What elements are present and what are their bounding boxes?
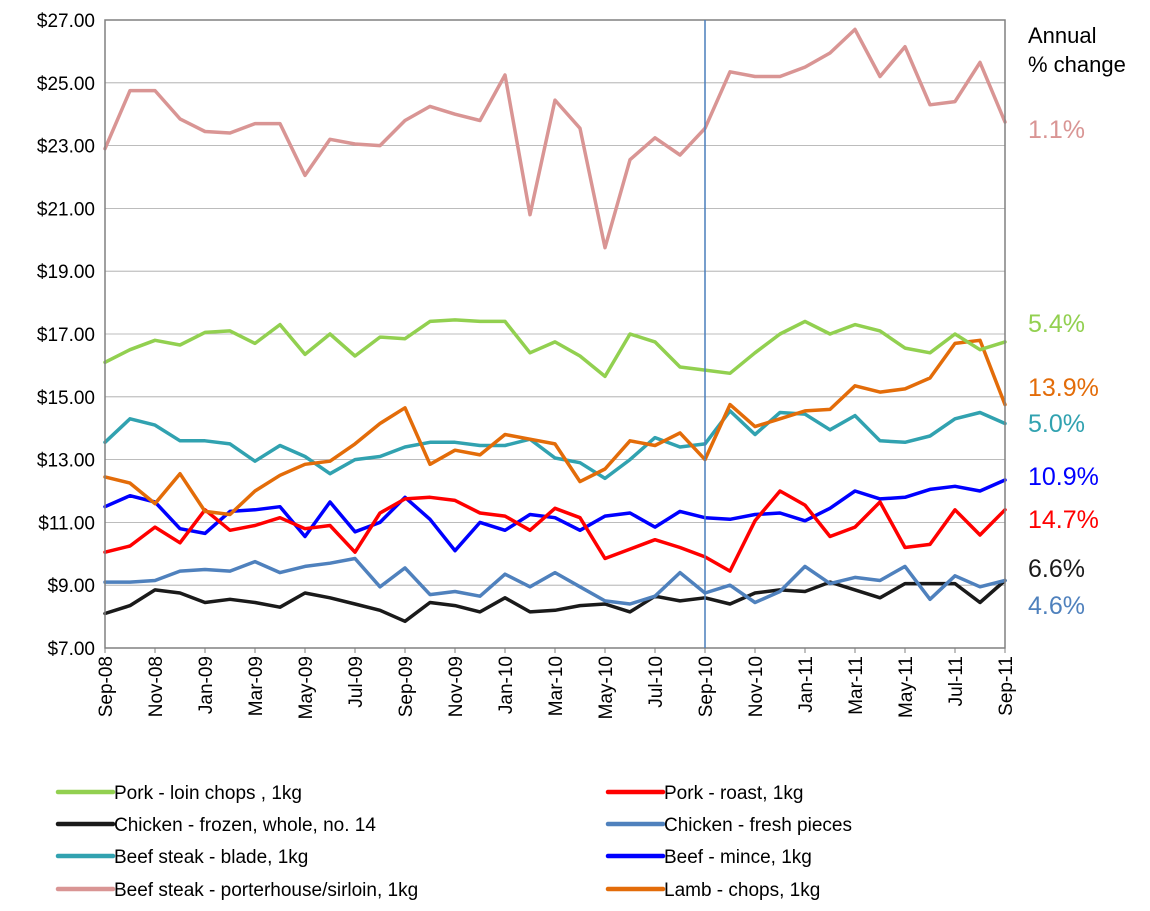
y-axis-tick-labels: $7.00 $9.00 $11.00 $13.00 $15.00 $17.00 $19.00… [37, 11, 95, 660]
legend-label: Beef steak - blade, 1kg [114, 847, 308, 868]
series-line-6 [103, 27, 1007, 250]
series-line-5 [103, 478, 1007, 553]
y-tick-label: $23.00 [37, 137, 95, 158]
annotation-title-line: % change [1028, 52, 1126, 77]
x-tick-label: Sep-10 [696, 656, 717, 717]
x-tick-label: Jan-10 [496, 656, 517, 714]
x-tick-label: Jul-11 [946, 656, 967, 706]
legend-label: Pork - roast, 1kg [664, 783, 803, 804]
annual-change-label: 5.0% [1028, 410, 1085, 438]
x-tick-label: May-10 [596, 656, 617, 719]
legend-label: Beef steak - porterhouse/sirloin, 1kg [114, 880, 418, 901]
y-tick-label: $25.00 [37, 74, 95, 95]
x-tick-label: May-09 [296, 656, 317, 719]
x-tick-label: Nov-08 [146, 656, 167, 717]
plot-frame [104, 19, 1006, 649]
x-tick-label: Jan-11 [796, 656, 817, 713]
x-tick-label: Nov-10 [746, 656, 767, 717]
x-axis-tick-labels: Sep-08 Nov-08 Jan-09 Mar-09 May-09 Jul-09 Sep-… [96, 648, 1017, 719]
series-line-3 [103, 556, 1007, 606]
series-line-7 [103, 338, 1007, 517]
series-line-1 [103, 489, 1007, 573]
y-tick-label: $13.00 [37, 451, 95, 472]
legend-label: Beef - mince, 1kg [664, 847, 812, 868]
annual-change-label: 1.1% [1028, 116, 1085, 144]
x-tick-label: Nov-09 [446, 656, 467, 717]
legend-label: Chicken - frozen, whole, no. 14 [114, 815, 376, 836]
x-tick-label: Jul-09 [346, 656, 367, 708]
annual-change-labels: 5.4% 14.7% 6.6% 4.6% 5.0% 10.9% 1.1% 13.9% [1028, 116, 1099, 620]
annual-change-title: Annual % change [1028, 23, 1126, 77]
y-tick-label: $9.00 [47, 576, 95, 597]
annual-change-label: 5.4% [1028, 310, 1085, 338]
y-tick-label: $11.00 [38, 513, 95, 534]
series-lines [103, 27, 1007, 624]
y-tick-label: $7.00 [47, 639, 95, 660]
y-tick-label: $15.00 [37, 388, 95, 409]
annual-change-label: 4.6% [1028, 592, 1085, 620]
legend-label: Chicken - fresh pieces [664, 815, 852, 836]
y-tick-label: $17.00 [37, 325, 95, 346]
legend-label: Pork - loin chops , 1kg [114, 783, 302, 804]
x-tick-label: Jan-09 [196, 656, 217, 714]
annotation-title-line: Annual [1028, 23, 1097, 48]
x-tick-label: Mar-09 [246, 656, 267, 716]
series-line-0 [103, 318, 1007, 379]
y-tick-label: $19.00 [37, 262, 95, 283]
legend: Pork - loin chops , 1kg Pork - roast, 1kg… [55, 783, 852, 901]
annual-change-label: 14.7% [1028, 506, 1099, 534]
x-tick-label: Sep-11 [996, 656, 1017, 716]
x-tick-label: Mar-10 [546, 656, 567, 716]
annual-change-label: 6.6% [1028, 555, 1085, 583]
x-tick-label: May-11 [896, 656, 917, 718]
annual-change-label: 13.9% [1028, 374, 1099, 402]
x-tick-label: Sep-09 [396, 656, 417, 717]
x-tick-label: Mar-11 [846, 656, 867, 715]
series-line-4 [103, 409, 1007, 481]
annual-change-label: 10.9% [1028, 463, 1099, 491]
x-tick-label: Jul-10 [646, 656, 667, 708]
y-tick-label: $21.00 [37, 199, 95, 220]
y-tick-label: $27.00 [37, 11, 95, 32]
series-line-2 [103, 578, 1007, 624]
x-tick-label: Sep-08 [96, 656, 117, 717]
legend-label: Lamb - chops, 1kg [664, 880, 820, 901]
